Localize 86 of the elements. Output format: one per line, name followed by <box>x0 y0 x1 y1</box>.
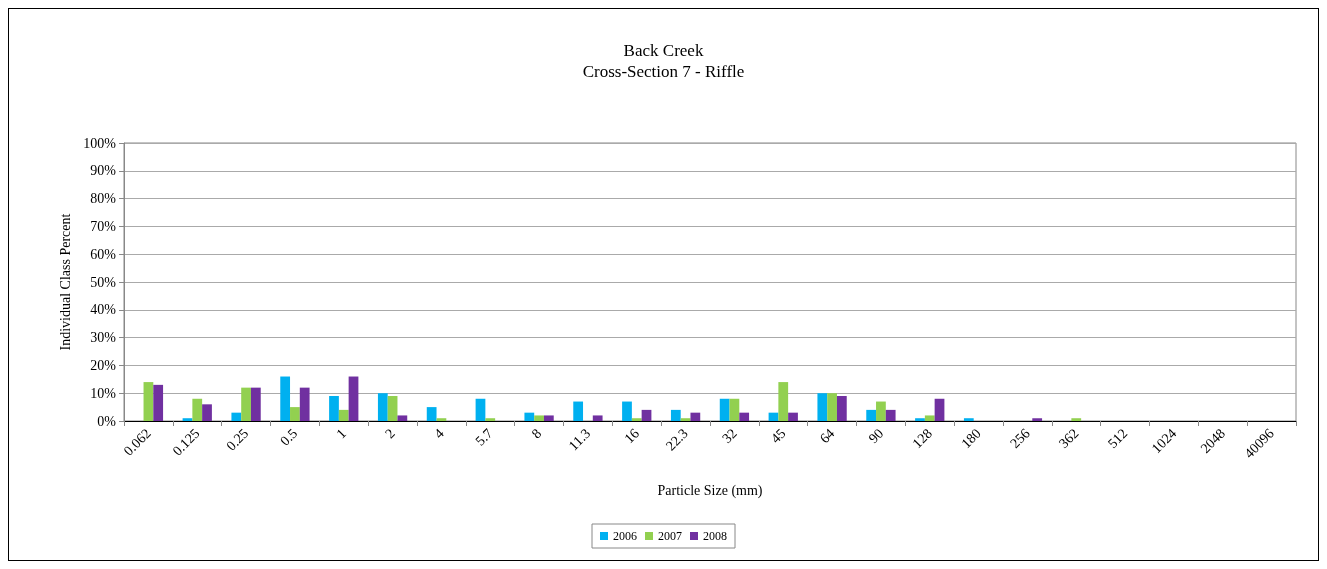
y-tick-label: 20% <box>90 357 117 373</box>
x-tick-label: 128 <box>909 425 936 452</box>
bar <box>788 412 798 421</box>
bar <box>250 387 261 421</box>
x-tick-label: 64 <box>816 425 838 447</box>
y-tick-label: 60% <box>90 246 117 262</box>
bar <box>885 409 896 421</box>
x-axis-title: Particle Size (mm) <box>657 482 763 499</box>
bar <box>290 407 300 421</box>
bar <box>524 412 535 421</box>
x-tick-label: 0.5 <box>277 425 301 449</box>
bar <box>348 376 359 421</box>
bar <box>719 398 730 421</box>
bar <box>836 395 847 421</box>
y-tick-label: 70% <box>90 218 117 234</box>
y-tick-label: 10% <box>90 385 117 401</box>
bar <box>231 412 242 421</box>
bar <box>534 415 544 421</box>
bar <box>934 398 945 421</box>
bar <box>631 418 642 421</box>
bar <box>397 415 408 421</box>
bar <box>426 407 437 421</box>
bar <box>153 384 164 421</box>
x-tick-label: 11.3 <box>565 425 594 454</box>
bar <box>592 415 603 421</box>
bar <box>778 382 789 421</box>
bar <box>1071 418 1082 421</box>
legend-label: 2007 <box>658 529 682 543</box>
y-axis-title: Individual Class Percent <box>57 213 73 351</box>
x-tick-label: 4 <box>431 425 447 442</box>
y-tick-label: 50% <box>90 274 117 290</box>
x-tick-label: 362 <box>1056 425 1082 452</box>
chart-title: Back Creek <box>623 41 704 60</box>
x-tick-label: 180 <box>958 425 984 452</box>
bar <box>827 393 837 421</box>
y-tick-label: 30% <box>90 330 117 346</box>
x-tick-label: 256 <box>1007 425 1033 452</box>
bar <box>729 398 740 421</box>
y-tick-label: 90% <box>90 163 117 179</box>
x-tick-label: 512 <box>1104 425 1131 452</box>
bar <box>143 382 154 421</box>
x-tick-label: 8 <box>528 425 545 442</box>
bar <box>680 418 691 421</box>
bar <box>387 395 398 421</box>
x-tick-label: 22.3 <box>662 425 691 454</box>
bar <box>915 418 925 421</box>
bar <box>670 409 681 421</box>
x-tick-label: 0.25 <box>223 425 252 454</box>
x-tick-label: 32 <box>719 425 740 447</box>
bar <box>436 418 447 421</box>
bar <box>182 418 193 421</box>
x-tick-label: 2 <box>382 425 398 442</box>
chart-subtitle: Cross-Section 7 - Riffle <box>582 62 745 81</box>
bar <box>543 415 554 421</box>
bar <box>739 412 750 421</box>
bar <box>202 404 212 421</box>
bar <box>690 412 701 421</box>
bar <box>817 393 828 421</box>
x-tick-label: 45 <box>768 425 789 447</box>
bar <box>876 401 886 421</box>
x-tick-label: 1 <box>333 425 350 442</box>
legend-label: 2006 <box>613 529 637 543</box>
y-tick-label: 80% <box>90 191 117 207</box>
bar <box>280 376 291 421</box>
bar <box>377 393 388 421</box>
bar <box>924 415 935 421</box>
bar <box>485 418 496 421</box>
x-tick-label: 90 <box>865 425 887 447</box>
bar <box>573 401 584 421</box>
x-tick-label: 16 <box>621 425 643 447</box>
y-tick-label: 0% <box>97 413 117 429</box>
bar <box>641 409 652 421</box>
bar <box>622 401 632 421</box>
bar <box>866 409 877 421</box>
y-tick-label: 40% <box>90 302 117 318</box>
bar <box>475 398 486 421</box>
legend-label: 2008 <box>703 529 727 543</box>
y-tick-label: 100% <box>83 135 117 151</box>
bar <box>299 387 310 421</box>
bar <box>1032 418 1043 421</box>
bar <box>192 398 203 421</box>
bar <box>963 418 974 421</box>
x-tick-label: 5.7 <box>472 425 496 449</box>
bar <box>241 387 251 421</box>
bar <box>338 409 349 421</box>
bar <box>329 395 339 421</box>
